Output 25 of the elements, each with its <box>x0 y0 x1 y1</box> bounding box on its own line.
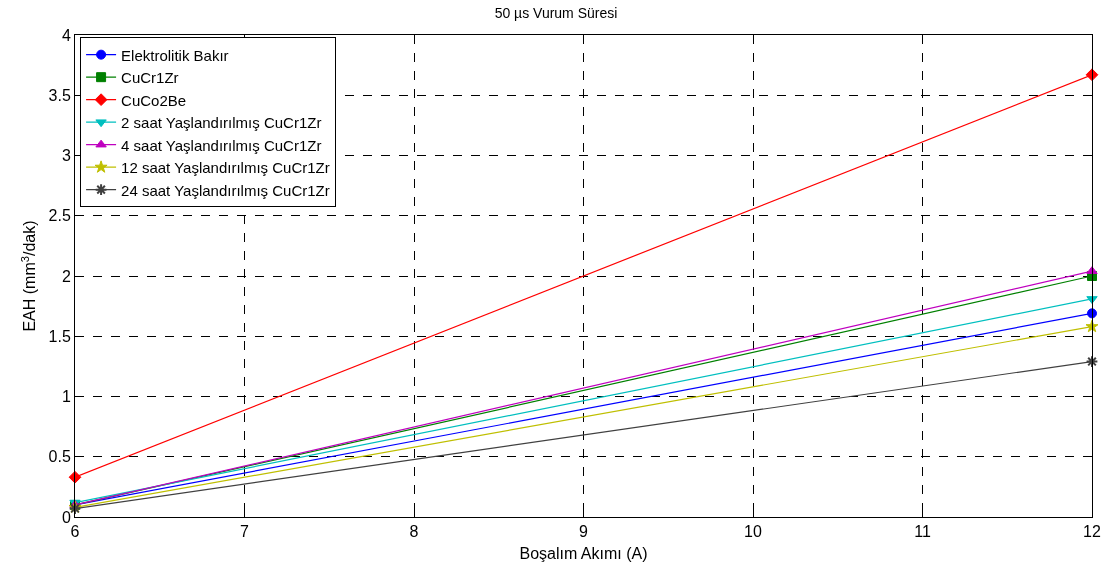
y-tick-label: 3 <box>61 147 71 165</box>
chart-title: 50 µs Vurum Süresi <box>494 5 618 22</box>
legend-label: 4 saat Yaşlandırılmış CuCr1Zr <box>121 136 322 154</box>
y-tick-label: 1 <box>61 388 71 406</box>
legend-label: 2 saat Yaşlandırılmış CuCr1Zr <box>121 114 322 132</box>
x-tick-label: 11 <box>914 523 931 541</box>
x-tick-label: 8 <box>409 523 419 541</box>
y-tick-label: 0.5 <box>48 448 71 466</box>
legend-label: Elektrolitik Bakır <box>121 46 229 64</box>
x-tick-label: 9 <box>579 523 589 541</box>
x-tick-label: 6 <box>70 523 80 541</box>
x-tick-label: 10 <box>744 523 762 541</box>
y-tick-label: 2.5 <box>48 207 71 225</box>
legend-label: 12 saat Yaşlandırılmış CuCr1Zr <box>121 159 330 177</box>
y-tick-label: 4 <box>61 26 71 44</box>
y-tick-label: 1.5 <box>48 327 71 345</box>
legend-label: 24 saat Yaşlandırılmış CuCr1Zr <box>121 181 330 199</box>
x-axis-title: Boşalım Akımı (A) <box>519 544 648 562</box>
x-tick-label: 7 <box>240 523 250 541</box>
y-tick-label: 2 <box>61 267 71 285</box>
x-tick-label: 12 <box>1083 523 1101 541</box>
legend-label: CuCo2Be <box>121 91 187 109</box>
y-tick-label: 3.5 <box>48 86 71 104</box>
y-tick-label: 0 <box>61 508 71 526</box>
legend-label: CuCr1Zr <box>121 69 179 87</box>
